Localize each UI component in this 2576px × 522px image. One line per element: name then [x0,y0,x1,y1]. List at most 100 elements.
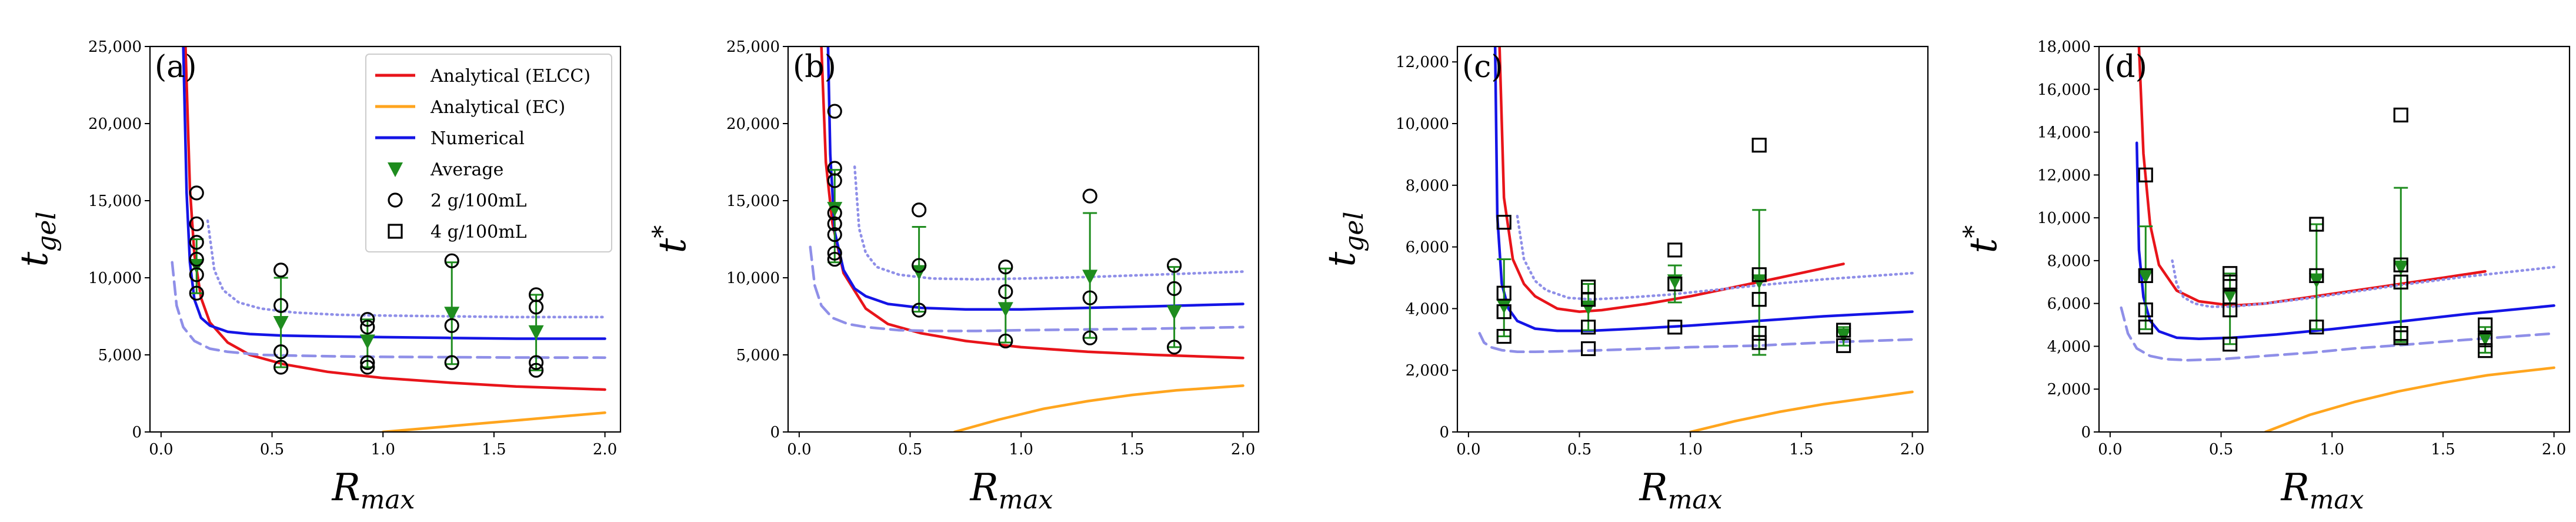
average-marker [827,202,843,217]
sample-square-marker [2393,330,2408,345]
x-tick-label: 1.0 [1009,441,1033,458]
sample-square-marker [2478,317,2493,333]
sample-square-marker [1836,322,1851,338]
sample-circle-marker [827,245,842,261]
series-line-analytical-elcc [2137,46,2487,307]
series-line-analytical-ec [953,384,1244,432]
sample-square-marker [1581,341,1596,357]
sample-square-marker [1496,215,1511,230]
x-tick-label: 1.5 [1789,441,1813,458]
average-marker [1580,300,1596,315]
sample-square-marker [1496,304,1511,320]
average-marker [2138,269,2154,284]
y-tick-label: 4,000 [1406,300,1449,318]
y-tick-label: 14,000 [2037,124,2091,142]
y-axis-label: tgel [1320,212,1369,267]
x-tick-label: 0.5 [1567,441,1591,458]
x-tick-label: 0.5 [260,441,284,458]
sample-circle-marker [360,360,375,375]
sample-square-marker [2223,302,2238,318]
sample-square-marker [1751,138,1767,153]
y-tick-label: 5,000 [98,347,142,364]
sample-circle-marker [273,360,289,375]
legend-label: 4 g/100mL [431,222,527,242]
sample-circle-marker [1082,330,1097,345]
x-tick-label: 0.5 [2209,441,2233,458]
sample-square-marker [2223,337,2238,352]
y-tick-label: 18,000 [2037,38,2091,56]
series-line-numerical [171,261,606,359]
series-line-analytical-ec [381,411,606,432]
legend: Analytical (ELCC) Analytical (EC) Numerica… [365,54,612,252]
panel-label: (d) [2104,49,2147,85]
y-tick-label: 20,000 [88,115,142,133]
y-tick-label: 25,000 [88,38,142,56]
series-line-numerical [1478,332,1914,354]
series-line-numerical [182,46,606,340]
sample-circle-marker [1082,188,1097,204]
series-line-numerical [809,245,1244,333]
sample-square-marker [2478,343,2493,358]
sample-square-marker [1581,320,1596,335]
y-tick-label: 2,000 [1406,362,1449,380]
average-marker [1836,328,1851,343]
sample-circle-marker [360,355,375,370]
y-tick-label: 25,000 [726,38,780,56]
sample-square-marker [1496,285,1511,301]
x-tick-label: 0.5 [898,441,922,458]
panel-d: 0.0 0.5 1.0 1.5 2.0 0 2,000 4,000 6,000 8,000 10,0… [1958,38,2571,515]
sample-circle-marker [189,216,204,231]
average-marker [1082,270,1098,285]
axes-frame [2098,45,2571,433]
average-marker [444,307,460,322]
sample-circle-marker [189,267,204,282]
average-marker [1496,299,1512,314]
series-line-analytical-ec [1689,390,1914,432]
sample-circle-marker [827,216,842,231]
sample-square-marker [2138,167,2153,182]
x-tick-label: 0.0 [787,441,811,458]
x-tick-label: 0.0 [2098,441,2122,458]
average-marker [1166,305,1182,320]
series-line-numerical [2135,141,2555,340]
average-marker [273,315,289,331]
legend-label: 2 g/100mL [431,191,527,211]
sample-square-marker [2393,257,2408,272]
y-tick-label: 15,000 [726,192,780,210]
sample-square-marker [1751,325,1767,341]
sample-square-marker [1667,276,1683,292]
y-tick-label: 12,000 [1396,54,1449,71]
axes-frame [787,45,1260,433]
axes-frame [149,45,622,433]
x-tick-label: 2.0 [1231,441,1255,458]
y-axis-label: tgel [13,212,62,267]
sample-circle-marker [1167,281,1182,296]
sample-circle-marker [827,251,842,267]
sample-circle-marker [827,104,842,119]
sample-circle-marker [912,202,927,218]
series-line-numerical [826,46,1244,311]
sample-circle-marker [444,318,459,333]
x-axis-label: Rmax [2281,466,2364,515]
sample-square-marker [2393,107,2408,123]
sample-square-marker [2223,274,2238,290]
y-tick-label: 12,000 [2037,167,2091,184]
sample-square-marker [2223,266,2238,281]
panel-label: (b) [793,49,836,85]
x-tick-label: 0.0 [149,441,173,458]
series-line-analytical-ec [2264,366,2555,432]
legend-label: Analytical (ELCC) [430,66,590,87]
y-tick-label: 10,000 [88,270,142,287]
sample-circle-marker [827,173,842,188]
sample-circle-marker [529,300,544,315]
y-tick-label: 6,000 [1406,239,1449,257]
series-line-analytical-elcc [1498,46,1845,313]
y-tick-label: 10,000 [2037,210,2091,227]
average-marker [2222,288,2238,304]
sample-circle-marker [529,355,544,370]
y-axis-label: t* [1958,225,2006,254]
sample-square-marker [1751,335,1767,350]
sample-circle-marker [998,260,1013,275]
sample-square-marker [2478,332,2493,348]
sample-square-marker [1667,320,1683,335]
